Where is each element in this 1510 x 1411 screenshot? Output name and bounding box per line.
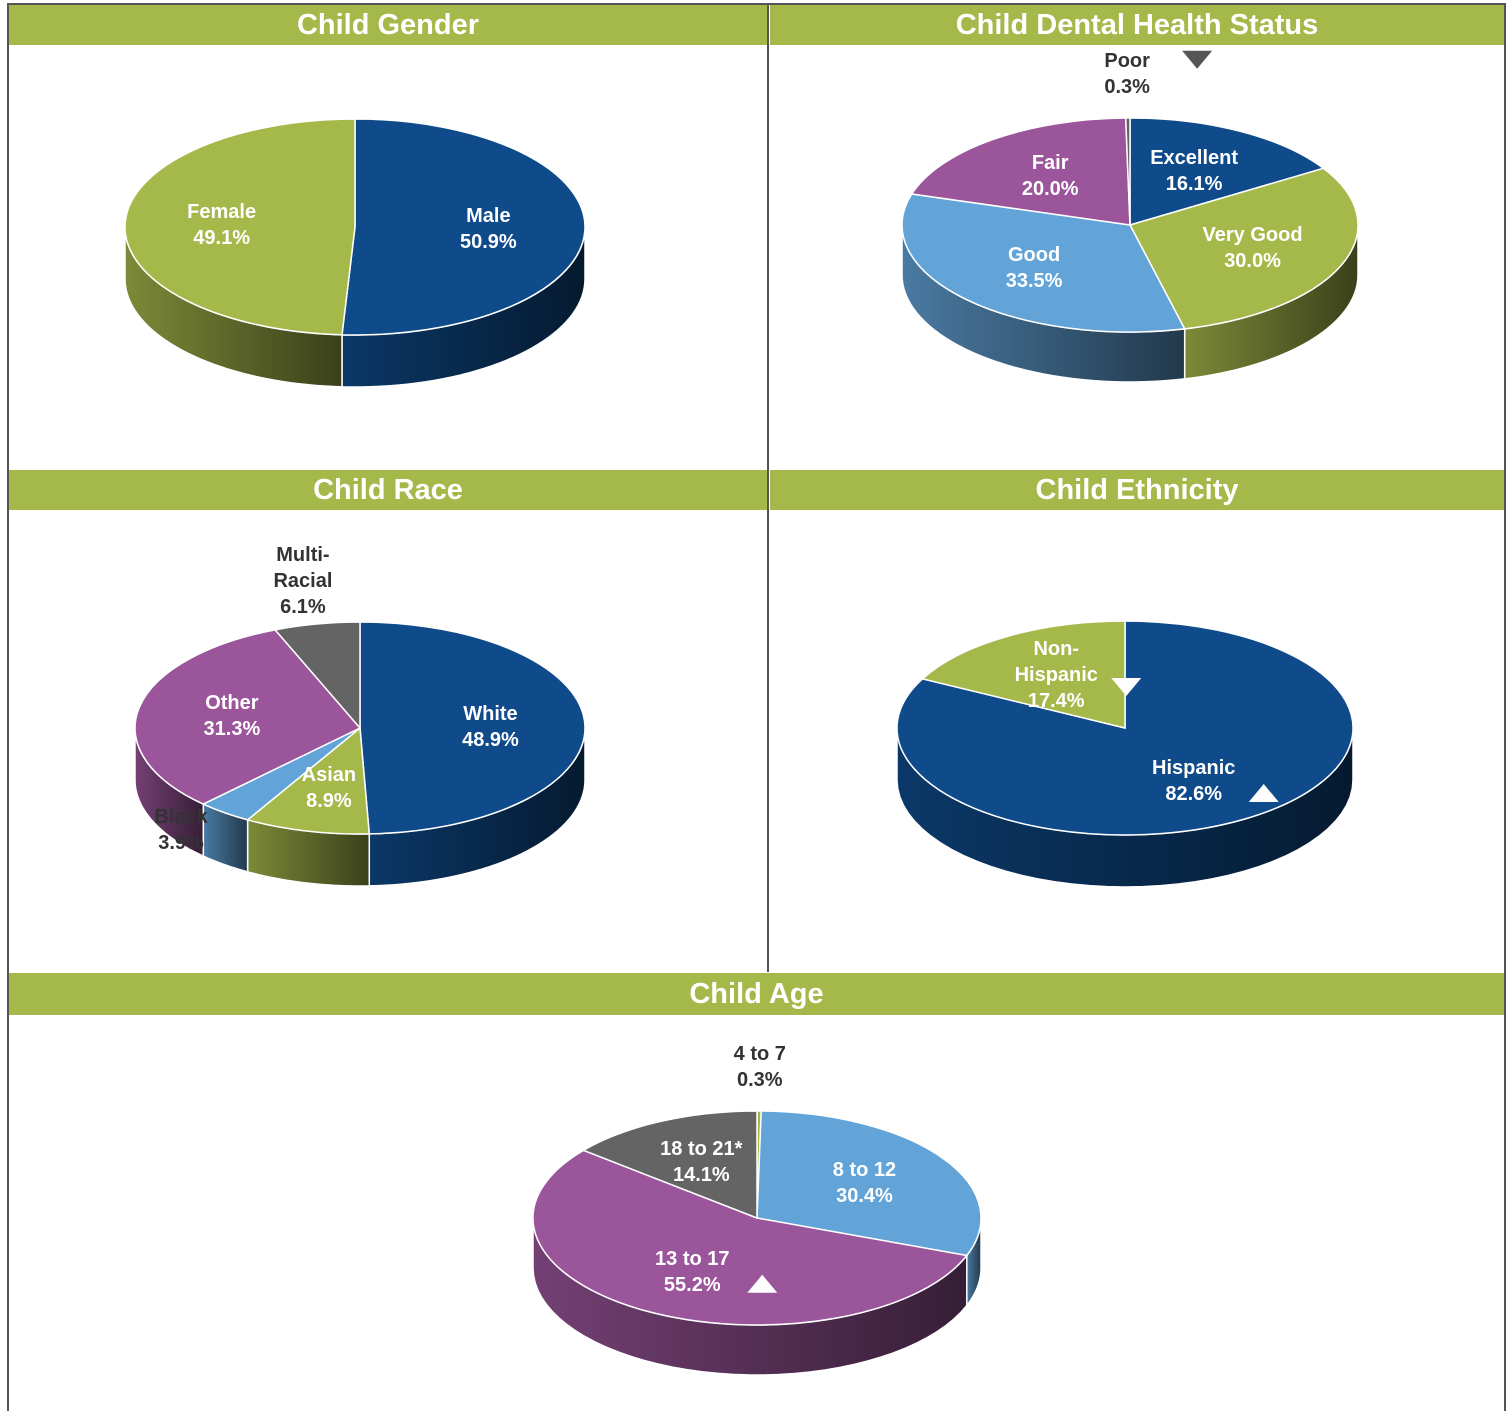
value-label: 6.1% <box>280 595 326 618</box>
value-label: 49.1% <box>193 227 250 250</box>
value-label: 14.1% <box>672 1163 730 1186</box>
pie-slice <box>920 620 1126 729</box>
pie-slice <box>756 1110 982 1257</box>
data-label: White 48.9% <box>462 701 519 753</box>
category-label: Good <box>1007 243 1061 266</box>
data-label: Male 50.9% <box>460 203 517 255</box>
data-label: Female 49.1% <box>187 199 256 251</box>
data-label: Black 3.9% <box>154 804 207 856</box>
value-label: 20.0% <box>1021 177 1079 200</box>
pie-tops <box>124 118 586 336</box>
category-label: Black <box>154 805 208 828</box>
category-label: Asian <box>301 763 357 786</box>
chart-title: Child Age <box>9 973 1504 1015</box>
value-label: 30.0% <box>1224 250 1281 273</box>
pie-slice <box>1128 167 1359 330</box>
pie-tops <box>134 621 586 835</box>
value-label: 3.9% <box>158 831 204 854</box>
pie-slice <box>901 193 1186 333</box>
data-label: Very Good 30.0% <box>1203 222 1303 274</box>
chart-title: Child Ethnicity <box>770 470 1504 510</box>
category-label: Non-Hispanic <box>1014 637 1098 686</box>
trend-arrow <box>1111 677 1142 696</box>
value-label: 30.4% <box>836 1185 893 1208</box>
category-label: Male <box>466 204 511 227</box>
category-label: White <box>463 702 518 725</box>
frame <box>7 3 1506 1411</box>
chart-title: Child Gender <box>9 5 767 45</box>
pie-slice <box>245 726 371 835</box>
data-label: 13 to 17 55.2% <box>655 1246 729 1298</box>
value-label: 17.4% <box>1027 689 1085 712</box>
value-label: 55.2% <box>663 1273 721 1296</box>
pie-slice <box>1129 117 1326 227</box>
category-label: Poor <box>1104 49 1150 72</box>
data-label: Excellent 16.1% <box>1150 145 1238 197</box>
trend-arrow <box>1248 784 1279 803</box>
pie-tops <box>901 117 1359 333</box>
data-label: 8 to 12 30.4% <box>833 1157 896 1209</box>
value-label: 31.3% <box>203 718 261 741</box>
pie-slice <box>273 621 361 731</box>
trend-arrow <box>1182 50 1213 69</box>
category-label: Multi-Racial <box>273 543 333 592</box>
value-label: 0.3% <box>736 1068 783 1091</box>
value-label: 48.9% <box>462 728 519 751</box>
pie-slice <box>1124 117 1131 226</box>
pie-slice <box>359 621 586 835</box>
category-label: 13 to 17 <box>655 1247 730 1270</box>
data-label: 4 to 7 0.3% <box>734 1041 786 1093</box>
pie-slice <box>341 118 586 336</box>
value-label: 50.9% <box>459 230 517 253</box>
data-label: Poor 0.3% <box>1104 48 1150 100</box>
category-label: Female <box>187 201 257 224</box>
data-label: Fair 20.0% <box>1022 150 1079 202</box>
data-label: Good 33.5% <box>1006 242 1063 294</box>
category-label: 18 to 21* <box>660 1137 743 1160</box>
pie-slice <box>124 118 356 336</box>
category-label: 4 to 7 <box>733 1042 786 1065</box>
pie-tops <box>896 620 1354 836</box>
category-label: Excellent <box>1150 146 1239 169</box>
pie-slice <box>581 1110 758 1220</box>
value-label: 0.3% <box>1104 75 1150 98</box>
pie-slice <box>910 117 1131 226</box>
value-label: 16.1% <box>1165 172 1223 195</box>
data-label: Asian 8.9% <box>302 762 356 814</box>
category-label: Other <box>205 692 259 715</box>
chart-title: Child Race <box>9 470 767 510</box>
chart-title: Child Dental Health Status <box>770 5 1504 45</box>
category-label: Very Good <box>1202 224 1303 247</box>
data-label: 18 to 21* 14.1% <box>660 1136 742 1188</box>
pie-slice <box>532 1149 969 1326</box>
data-label: Non-Hispanic 17.4% <box>1015 636 1098 714</box>
category-label: 8 to 12 <box>832 1159 897 1182</box>
data-label: Hispanic 82.6% <box>1152 755 1235 807</box>
category-label: Hispanic <box>1152 757 1236 780</box>
value-label: 33.5% <box>1005 269 1063 292</box>
value-label: 8.9% <box>306 789 352 812</box>
value-label: 82.6% <box>1165 783 1223 806</box>
category-label: Fair <box>1031 151 1069 174</box>
data-label: Other 31.3% <box>204 690 261 742</box>
pie-tops <box>532 1110 982 1326</box>
pie-slice <box>134 629 362 805</box>
data-label: Multi-Racial 6.1% <box>273 542 332 620</box>
trend-arrow <box>747 1274 778 1293</box>
